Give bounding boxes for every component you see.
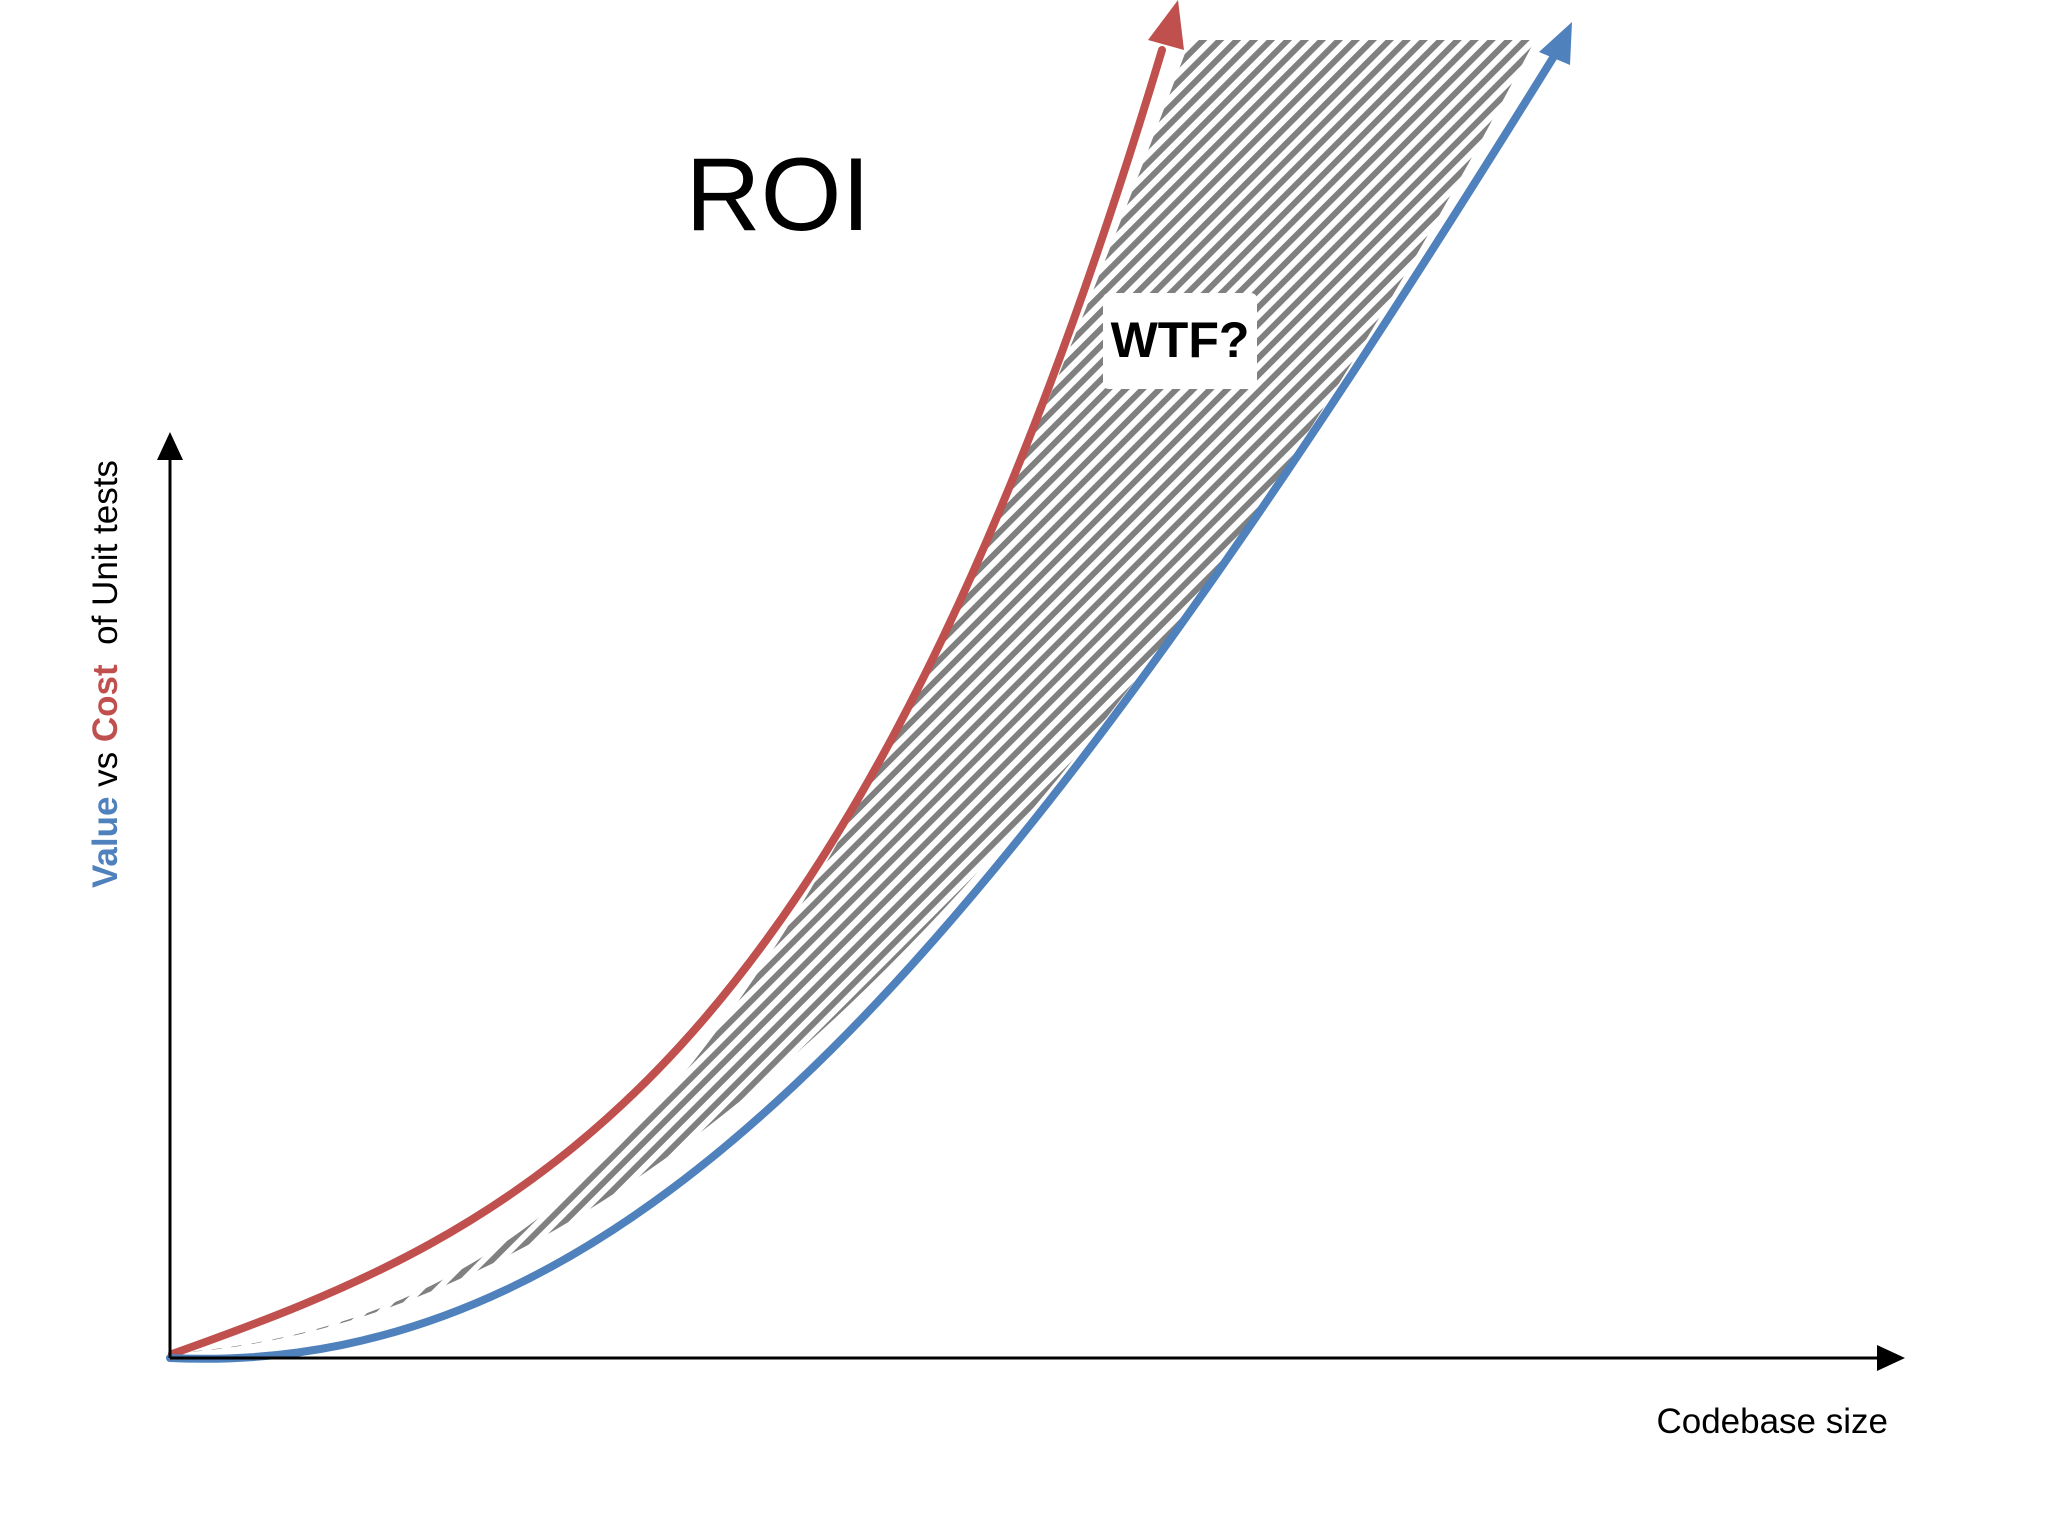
value-curve-arrowhead — [1539, 22, 1572, 65]
x-axis-arrowhead — [1877, 1345, 1905, 1371]
y-axis-label-part-value-0: Value — [86, 797, 125, 888]
y-axis-arrowhead — [157, 432, 183, 460]
diagram-title: ROI — [686, 137, 871, 253]
y-axis-label-part-plain-3: of Unit tests — [86, 460, 125, 664]
value-curve — [166, 49, 1560, 1363]
y-axis-label-part-cost-2: Cost — [86, 664, 125, 742]
callout-box — [1103, 293, 1257, 389]
y-axis-label: Value vs Cost of Unit tests — [86, 460, 125, 888]
y-axis-label-part-plain-1: vs — [86, 742, 125, 796]
cost-curve — [168, 46, 1166, 1358]
x-axis-label: Codebase size — [1656, 1402, 1888, 1441]
cost-curve-arrowhead — [1148, 0, 1184, 50]
callout-label: WTF? — [1111, 312, 1250, 368]
